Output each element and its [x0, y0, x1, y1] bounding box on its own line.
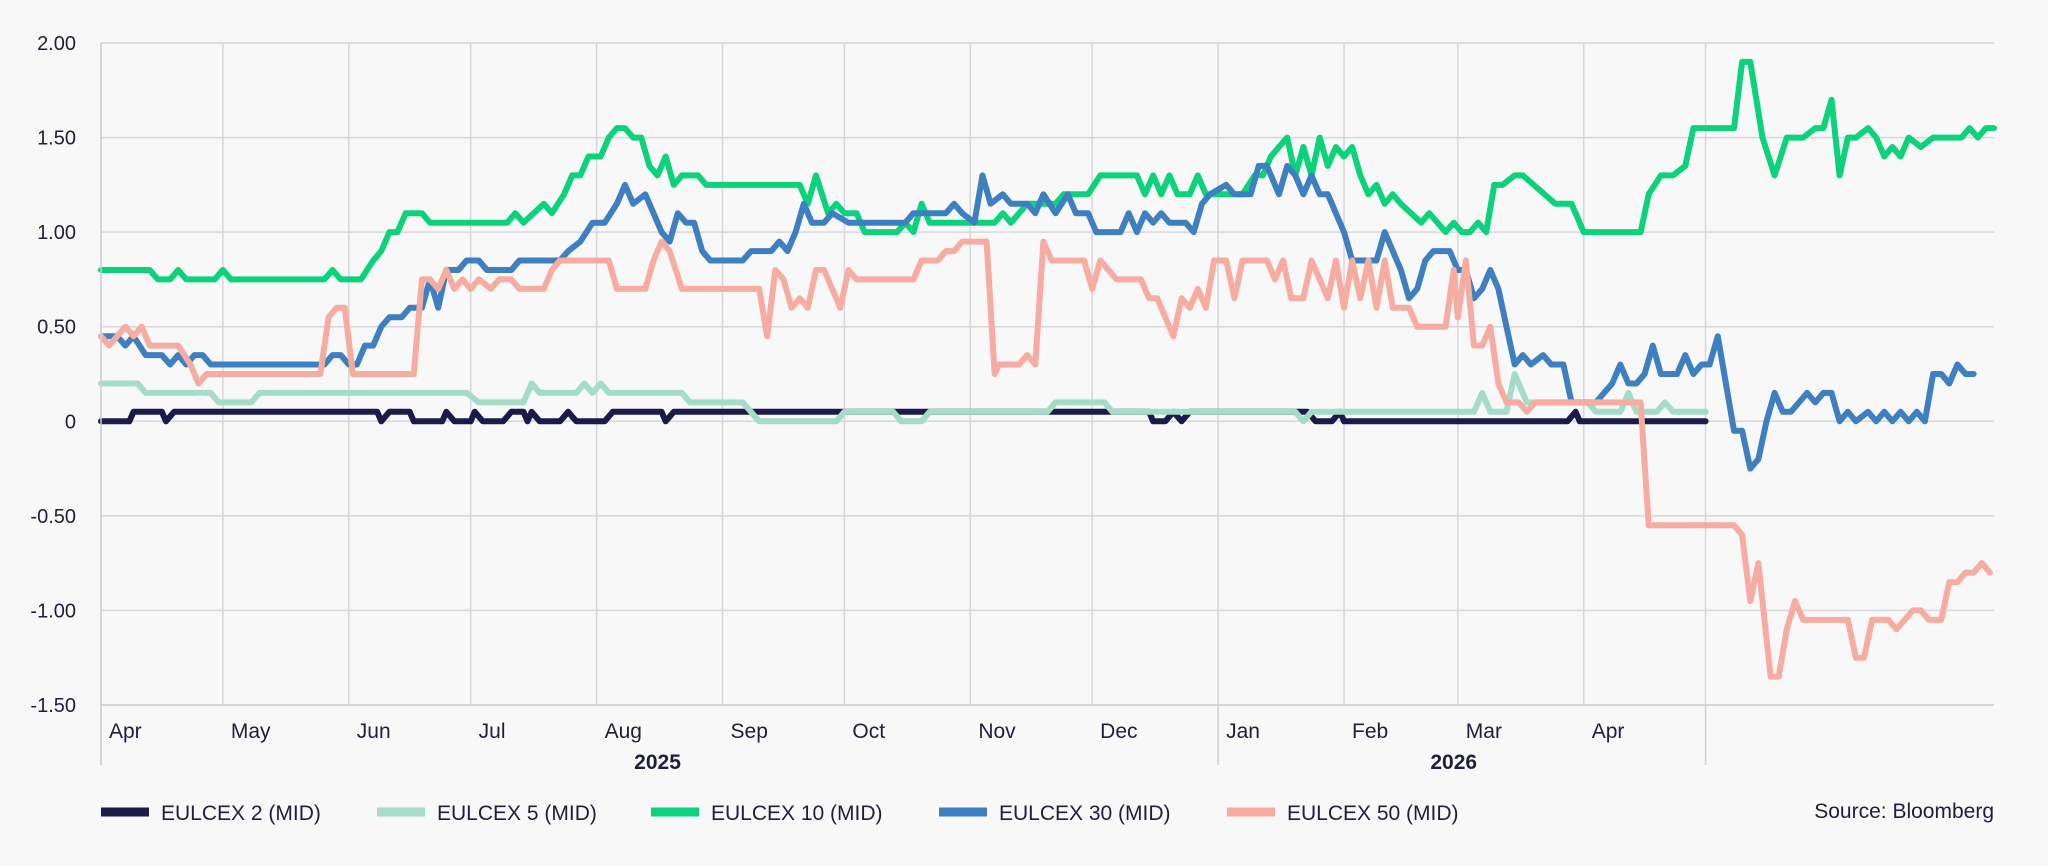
- legend-label: EULCEX 2 (MID): [161, 802, 321, 825]
- series-line-1: [98, 408, 1709, 425]
- legend-label: EULCEX 50 (MID): [1287, 802, 1459, 825]
- x-tick-label: Nov: [978, 720, 1016, 743]
- y-tick-label: -1.50: [30, 695, 76, 717]
- series-line-4: [98, 162, 1977, 472]
- x-tick-label: May: [231, 720, 271, 743]
- x-tick-label: Jul: [479, 720, 506, 743]
- x-tick-label: Apr: [109, 720, 142, 743]
- series-line-5: [98, 238, 1993, 680]
- x-tick-label: Oct: [852, 720, 885, 743]
- x-year-label: 2026: [1430, 751, 1477, 774]
- x-tick-label: Sep: [731, 720, 768, 743]
- legend-label: EULCEX 5 (MID): [437, 802, 597, 825]
- legend-label: EULCEX 10 (MID): [711, 802, 883, 825]
- axes: 2.00 1.50 1.00 0.50 0 -0.50 -1.00 -1.50 Apr May Ju…: [30, 33, 1994, 774]
- y-tick-label: 1.00: [37, 222, 76, 244]
- series-line-3: [98, 58, 1997, 283]
- x-tick-label: Mar: [1466, 720, 1502, 743]
- y-tick-label: 1.50: [37, 128, 76, 150]
- x-tick-label: Jun: [357, 720, 391, 743]
- y-tick-label: -1.00: [30, 600, 76, 622]
- y-tick-label: 2.00: [37, 33, 76, 55]
- x-tick-label: Dec: [1100, 720, 1137, 743]
- y-tick-label: 0.50: [37, 317, 76, 339]
- x-tick-label: Feb: [1352, 720, 1388, 743]
- legend: EULCEX 2 (MID) EULCEX 5 (MID) EULCEX 10 (M…: [101, 802, 1459, 825]
- y-tick-label: 0: [65, 411, 76, 433]
- legend-label: EULCEX 30 (MID): [999, 802, 1171, 825]
- x-year-label: 2025: [634, 751, 681, 774]
- x-tick-label: Apr: [1592, 720, 1625, 743]
- source-label: Source: Bloomberg: [1814, 800, 1994, 823]
- series-lines: [98, 58, 1997, 680]
- x-tick-label: Aug: [605, 720, 642, 743]
- x-tick-label: Jan: [1226, 720, 1260, 743]
- y-tick-label: -0.50: [30, 506, 76, 528]
